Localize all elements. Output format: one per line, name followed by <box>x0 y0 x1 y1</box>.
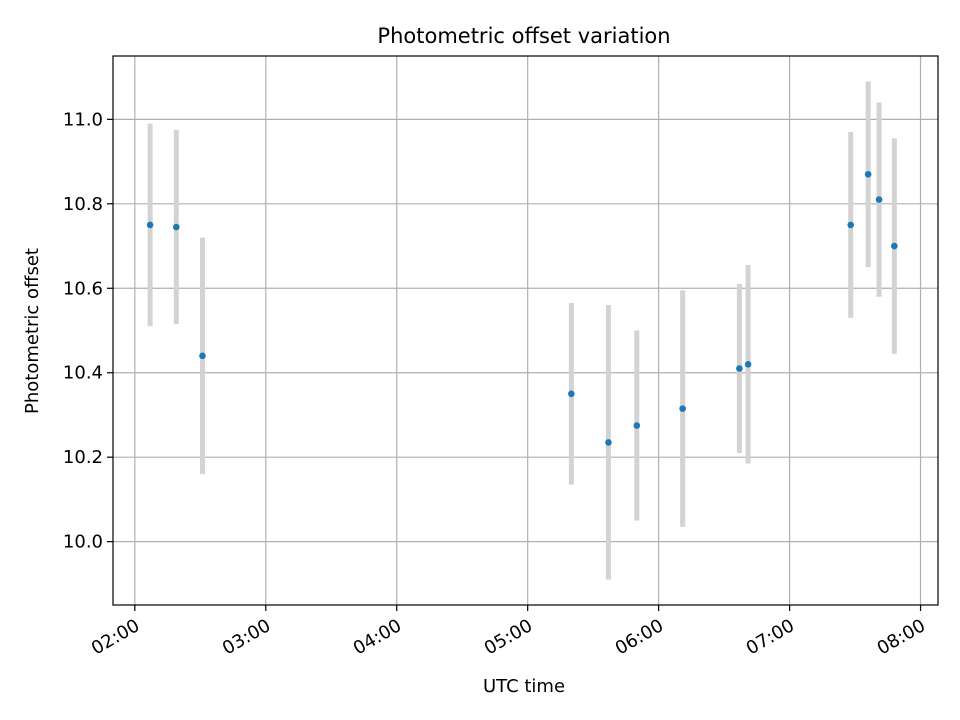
x-axis-label: UTC time <box>483 676 565 697</box>
y-axis-label: Photometric offset <box>22 248 43 414</box>
data-point <box>847 221 854 229</box>
y-tick-label: 10.2 <box>63 447 103 468</box>
data-point <box>875 196 883 203</box>
x-tick-label: 07:00 <box>743 615 798 659</box>
y-tick-label: 10.0 <box>63 532 103 553</box>
grid <box>113 56 938 605</box>
data-point <box>199 352 206 360</box>
x-tick-label: 04:00 <box>350 615 405 659</box>
x-tick-label: 03:00 <box>219 615 274 659</box>
x-tick-label: 08:00 <box>874 615 929 659</box>
error-bars <box>147 81 897 580</box>
data-point <box>891 242 898 250</box>
data-point <box>744 360 752 368</box>
data-point <box>679 405 686 412</box>
data-point <box>568 390 575 398</box>
data-point <box>605 439 612 446</box>
x-tick-label: 06:00 <box>612 615 667 659</box>
y-tick-label: 10.4 <box>63 363 103 384</box>
y-axis-ticks: 10.0 10.2 10.4 10.6 10.8 11.0 <box>63 109 113 553</box>
data-point <box>864 170 872 178</box>
y-tick-label: 11.0 <box>63 109 103 130</box>
data-point <box>736 365 743 372</box>
plot-frame <box>112 55 939 606</box>
x-tick-label: 02:00 <box>88 615 143 659</box>
x-axis-ticks: 02:00 03:00 04:00 05:00 06:00 07:00 08:00 <box>88 605 929 659</box>
data-point <box>633 422 641 429</box>
data-point <box>172 223 180 231</box>
data-points <box>146 170 898 446</box>
data-point <box>146 221 154 229</box>
y-tick-label: 10.8 <box>63 194 103 215</box>
chart-title: Photometric offset variation <box>377 24 670 48</box>
x-tick-label: 05:00 <box>481 615 536 659</box>
y-tick-label: 10.6 <box>63 278 103 299</box>
